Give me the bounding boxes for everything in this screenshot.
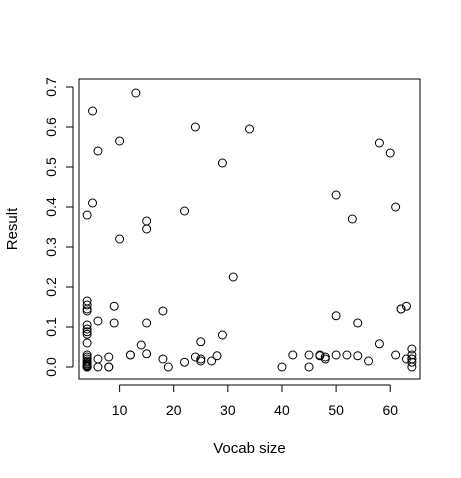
y-tick-label: 0.2 — [43, 277, 59, 297]
data-point — [109, 318, 119, 328]
data-point — [353, 318, 363, 328]
x-tick-label: 40 — [274, 402, 290, 418]
x-tick-label: 30 — [220, 402, 236, 418]
data-point — [158, 354, 168, 364]
data-point — [304, 362, 314, 372]
data-point — [190, 122, 200, 132]
data-point — [82, 300, 92, 310]
data-point — [93, 146, 103, 156]
data-point — [245, 124, 254, 134]
data-point — [93, 362, 103, 372]
data-point — [391, 350, 401, 360]
data-point — [82, 327, 92, 337]
data-point — [82, 324, 92, 334]
data-point — [158, 306, 168, 316]
data-point — [131, 88, 141, 98]
data-point — [391, 202, 401, 212]
x-tick-label: 20 — [166, 402, 182, 418]
x-tick-label: 60 — [382, 402, 398, 418]
data-point — [163, 362, 173, 372]
x-axis-title: Vocab size — [213, 440, 286, 457]
data-point — [315, 351, 325, 361]
data-point — [407, 362, 417, 372]
data-point — [142, 224, 152, 234]
data-point — [288, 350, 298, 360]
data-point — [385, 148, 395, 158]
data-points — [82, 88, 417, 372]
data-point — [331, 190, 341, 200]
y-axis: 0.0 0.1 0.2 0.3 0.4 0.5 0.6 0.7 — [43, 77, 74, 377]
data-point — [212, 351, 222, 361]
data-point — [196, 337, 206, 347]
plot-frame — [78, 78, 421, 380]
data-point — [82, 362, 92, 372]
data-point — [88, 106, 98, 116]
data-point — [364, 356, 374, 366]
data-point — [82, 210, 92, 220]
data-point — [407, 357, 417, 367]
data-point — [93, 354, 103, 364]
data-point — [104, 352, 114, 362]
data-point — [347, 214, 357, 224]
data-point — [82, 338, 92, 348]
data-point — [396, 304, 406, 314]
y-tick-label: 0.5 — [43, 157, 59, 177]
data-point — [407, 344, 417, 354]
data-point — [277, 362, 287, 372]
x-tick-label: 50 — [328, 402, 344, 418]
y-tick-label: 0.6 — [43, 117, 59, 137]
data-point — [207, 356, 217, 366]
data-point — [88, 198, 98, 208]
data-point — [125, 350, 135, 360]
data-point — [217, 158, 227, 168]
data-point — [142, 216, 152, 226]
data-point — [115, 234, 125, 244]
data-point — [228, 272, 238, 282]
data-point — [82, 306, 92, 316]
data-point — [374, 339, 384, 349]
data-point — [82, 320, 92, 330]
data-point — [142, 318, 152, 328]
y-axis-title: Result — [4, 207, 21, 250]
data-point — [104, 362, 114, 372]
data-point — [407, 350, 417, 360]
y-tick-label: 0.1 — [43, 317, 59, 337]
data-point — [196, 354, 206, 364]
data-point — [331, 311, 341, 321]
data-point — [109, 301, 119, 311]
data-point — [82, 329, 92, 339]
data-point — [180, 206, 190, 216]
y-tick-label: 0.3 — [43, 237, 59, 257]
data-point — [331, 350, 341, 360]
data-point — [374, 138, 384, 148]
y-tick-label: 0.7 — [43, 77, 59, 97]
data-point — [142, 349, 152, 359]
data-point — [115, 136, 125, 146]
data-point — [304, 350, 314, 360]
x-tick-label: 10 — [112, 402, 128, 418]
data-point — [136, 340, 146, 350]
data-point — [320, 354, 330, 364]
data-point — [217, 330, 227, 340]
data-point — [93, 316, 103, 326]
y-tick-label: 0.4 — [43, 197, 59, 217]
data-point — [320, 352, 330, 362]
data-point — [353, 351, 363, 361]
data-point — [190, 352, 200, 362]
x-axis: 10 20 30 40 50 60 — [112, 384, 398, 418]
data-point — [401, 301, 411, 311]
data-point — [342, 350, 352, 360]
data-point — [196, 356, 206, 366]
y-tick-label: 0.0 — [43, 357, 59, 377]
data-point — [180, 357, 190, 367]
